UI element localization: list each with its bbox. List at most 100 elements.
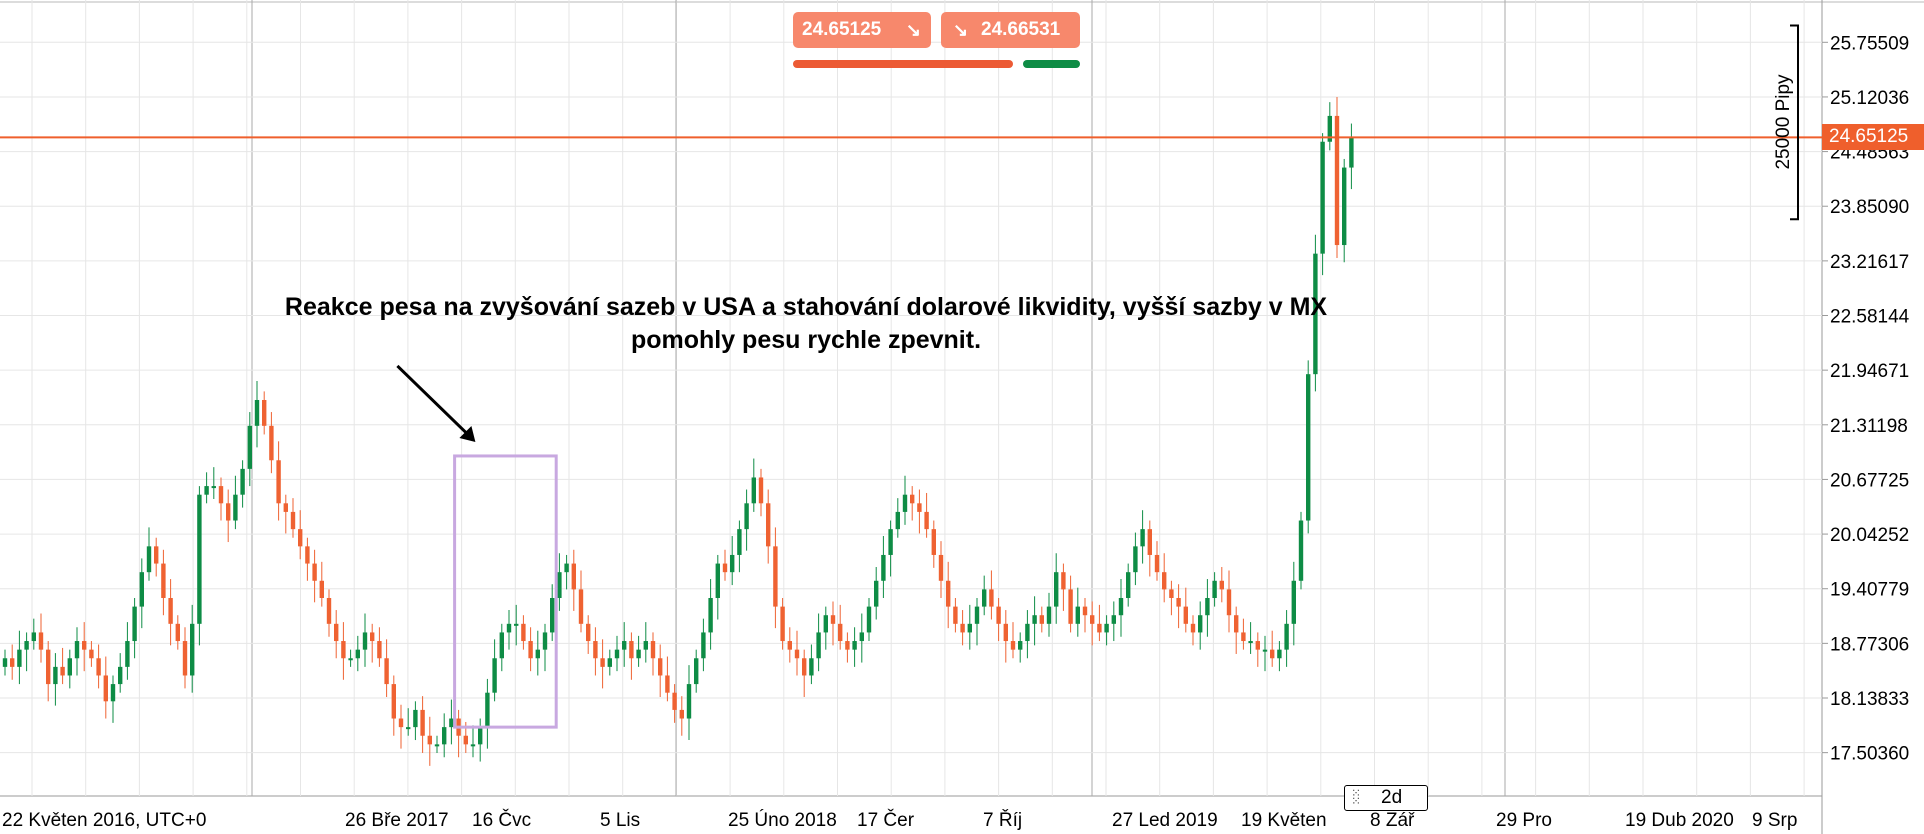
candle-body bbox=[550, 598, 555, 633]
candle-body bbox=[852, 641, 857, 650]
candle-body bbox=[1342, 167, 1347, 246]
candle-body bbox=[773, 546, 778, 607]
candle-body bbox=[708, 598, 713, 633]
candle-body bbox=[1075, 606, 1080, 624]
candle-body bbox=[413, 709, 418, 728]
candle-body bbox=[24, 641, 29, 650]
candle-body bbox=[802, 658, 807, 676]
candle-body bbox=[204, 486, 209, 495]
x-tick-label: 29 Pro bbox=[1496, 810, 1552, 831]
y-tick-label: 23.21617 bbox=[1830, 252, 1909, 273]
candle-body bbox=[1147, 529, 1152, 555]
timeframe-selector[interactable]: ⁙ ⁙ 2d bbox=[1344, 785, 1428, 811]
x-tick-label: 16 Čvc bbox=[472, 809, 531, 831]
candle-body bbox=[953, 606, 958, 624]
drag-handle-icon: ⁙ ⁙ bbox=[1351, 786, 1361, 808]
y-tick-label: 20.67725 bbox=[1830, 470, 1909, 491]
candle-body bbox=[1262, 649, 1268, 652]
candle-body bbox=[758, 477, 764, 504]
candle-body bbox=[967, 623, 972, 633]
buy-button[interactable]: ↘ 24.66531 bbox=[941, 12, 1080, 48]
x-tick-label: 19 Dub 2020 bbox=[1625, 810, 1734, 831]
candle-body bbox=[1025, 623, 1030, 642]
highlight-box bbox=[453, 454, 558, 729]
candle-body bbox=[326, 598, 332, 624]
candle-body bbox=[420, 709, 425, 736]
candle-body bbox=[125, 641, 130, 667]
candle-body bbox=[118, 666, 123, 685]
candle-body bbox=[1140, 529, 1145, 547]
y-tick-label: 20.04252 bbox=[1830, 525, 1909, 546]
candle-body bbox=[938, 554, 944, 581]
candle-body bbox=[161, 563, 166, 598]
candle-body bbox=[1226, 589, 1232, 616]
candle-body bbox=[614, 649, 620, 659]
candle-body bbox=[658, 658, 663, 676]
candle-body bbox=[31, 632, 36, 642]
candle-body bbox=[46, 649, 51, 685]
candle-body bbox=[521, 623, 526, 642]
candle-body bbox=[276, 460, 281, 504]
candle-body bbox=[240, 468, 245, 495]
candle-body bbox=[96, 658, 101, 676]
candle-body bbox=[989, 589, 994, 607]
candle-body bbox=[794, 649, 800, 659]
candle-body bbox=[362, 632, 368, 650]
candle-body bbox=[629, 641, 634, 659]
annotation-line-1: Reakce pesa na zvyšování sazeb v USA a s… bbox=[285, 293, 1327, 321]
sell-button[interactable]: 24.65125 ↘ bbox=[793, 12, 931, 48]
y-tick-label: 18.13833 bbox=[1830, 689, 1909, 710]
candle-body bbox=[1104, 623, 1109, 633]
candle-body bbox=[744, 503, 749, 530]
candle-body bbox=[838, 623, 843, 642]
candle-body bbox=[298, 529, 303, 547]
candle-body bbox=[391, 684, 396, 719]
candle-body bbox=[492, 658, 497, 693]
candle-body bbox=[499, 632, 504, 659]
candle-body bbox=[211, 486, 216, 489]
candle-body bbox=[442, 727, 447, 745]
current-price-badge: 24.65125 bbox=[1822, 124, 1924, 151]
candle-body bbox=[89, 649, 94, 659]
candle-body bbox=[737, 529, 742, 555]
x-tick-label: 9 Srp bbox=[1752, 810, 1797, 831]
candle-body bbox=[600, 658, 605, 667]
candle-body bbox=[1010, 641, 1016, 650]
candle-body bbox=[1306, 374, 1311, 521]
candle-body bbox=[845, 641, 850, 650]
y-tick-label: 25.12036 bbox=[1830, 88, 1909, 109]
candle-body bbox=[535, 649, 540, 659]
candle-body bbox=[355, 649, 360, 659]
candle-body bbox=[1334, 115, 1340, 246]
candle-body bbox=[1054, 572, 1059, 607]
candle-body bbox=[722, 563, 728, 573]
candle-body bbox=[564, 563, 569, 573]
candle-body bbox=[154, 546, 159, 564]
candle-body bbox=[233, 494, 238, 521]
candle-body bbox=[672, 692, 677, 710]
annotation-arrow bbox=[396, 364, 470, 437]
candle-body bbox=[1039, 615, 1044, 624]
candle-body bbox=[1046, 606, 1052, 624]
candle-body bbox=[478, 727, 483, 745]
candle-body bbox=[384, 658, 389, 685]
x-tick-label: 7 Říj bbox=[983, 809, 1022, 831]
candle-body bbox=[751, 477, 756, 504]
candle-body bbox=[557, 572, 562, 598]
x-tick-label: 27 Led 2019 bbox=[1112, 810, 1218, 831]
candle-body bbox=[715, 563, 720, 598]
candle-body bbox=[643, 641, 648, 650]
x-tick-label: 17 Čer bbox=[857, 809, 915, 831]
candle-body bbox=[485, 692, 490, 728]
candle-body bbox=[780, 606, 785, 642]
arrow-down-right-icon: ↘ bbox=[905, 20, 921, 40]
candle-body bbox=[665, 675, 670, 693]
candle-body bbox=[946, 580, 951, 607]
candle-body bbox=[809, 658, 814, 676]
candle-body bbox=[1162, 572, 1167, 590]
timeframe-label: 2d bbox=[1381, 787, 1403, 808]
candle-body bbox=[197, 494, 202, 624]
candle-body bbox=[859, 632, 864, 642]
candle-body bbox=[1205, 598, 1210, 616]
